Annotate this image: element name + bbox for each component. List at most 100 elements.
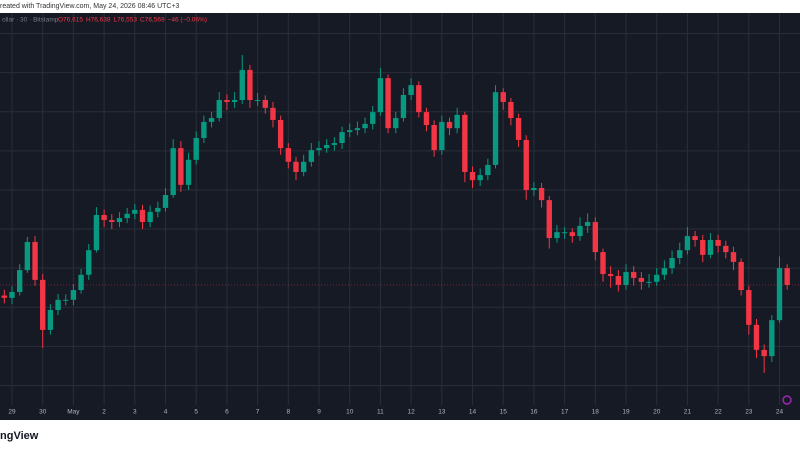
candle-body	[623, 272, 629, 285]
candle-body	[569, 232, 575, 237]
candle-body	[239, 69, 245, 101]
candle-body	[469, 171, 476, 181]
candle-body	[24, 241, 31, 271]
candle-body	[692, 236, 698, 240]
candle-body	[324, 144, 330, 149]
candle-body	[439, 121, 445, 151]
x-tick-label: 22	[714, 409, 722, 416]
candle-body	[761, 349, 767, 357]
x-tick-label: 24	[776, 409, 784, 416]
candle-body	[477, 175, 483, 181]
candle-body	[538, 187, 545, 201]
candle-body	[776, 268, 783, 321]
candle-body	[492, 92, 499, 165]
candle-body	[462, 114, 468, 172]
candle-body	[561, 232, 568, 234]
candle-body	[631, 272, 637, 278]
candle-body	[723, 245, 729, 253]
candle-body	[193, 137, 199, 160]
candle-body	[738, 261, 744, 291]
candle-body	[423, 112, 430, 126]
candle-body	[400, 94, 407, 119]
candle-body	[93, 214, 100, 251]
candle-body	[515, 118, 522, 140]
candle-body	[47, 309, 54, 330]
candle-body	[40, 279, 46, 330]
candle-body	[546, 200, 552, 239]
candle-body	[216, 100, 222, 119]
ohlc-value: C76,569	[140, 17, 165, 24]
x-tick-label: 9	[317, 409, 321, 416]
candle-body	[277, 119, 284, 149]
x-tick-label: 29	[8, 409, 16, 416]
candle-body	[247, 69, 253, 101]
ohlc-value: −46 (−0.06%)	[168, 17, 207, 24]
candle-body	[485, 164, 491, 176]
candle-body	[646, 281, 652, 283]
candle-body	[500, 92, 506, 102]
candle-body	[185, 159, 192, 185]
candle-body	[17, 270, 23, 293]
x-tick-label: 3	[133, 409, 137, 416]
candle-body	[86, 250, 92, 275]
candle-body	[55, 299, 61, 310]
x-tick-label: 5	[194, 409, 198, 416]
candle-body	[393, 118, 399, 129]
candle-body	[208, 118, 215, 122]
x-tick-label: 17	[561, 409, 569, 416]
candle-body	[231, 100, 238, 102]
candle-body	[615, 275, 622, 285]
candle-body	[354, 128, 361, 131]
ohlc-value: L76,553	[114, 17, 138, 24]
candle-body	[707, 239, 714, 255]
candle-body	[638, 277, 645, 282]
candle-body	[454, 114, 460, 129]
x-tick-label: 13	[438, 409, 446, 416]
candle-body	[592, 222, 598, 253]
grid	[0, 13, 800, 405]
x-tick-label: May	[67, 409, 80, 416]
candle-body	[254, 100, 261, 102]
candle-body	[677, 250, 683, 258]
candle-body	[446, 121, 453, 129]
plot-background	[0, 13, 800, 420]
x-tick-label: 7	[256, 409, 260, 416]
candle-body	[63, 299, 69, 301]
x-tick-label: 16	[530, 409, 538, 416]
candle-body	[170, 148, 176, 196]
candle-body	[746, 290, 752, 325]
candle-body	[753, 324, 760, 350]
candle-body	[109, 220, 115, 223]
x-tick-label: 14	[469, 409, 477, 416]
candle-body	[669, 257, 675, 269]
candle-body	[78, 274, 84, 291]
candle-body	[684, 236, 691, 251]
x-tick-label: 11	[377, 409, 384, 416]
candle-body	[316, 148, 322, 151]
candle-body	[9, 292, 15, 298]
x-tick-label: 4	[164, 409, 168, 416]
candle-body	[262, 100, 268, 108]
x-tick-label: 6	[225, 409, 229, 416]
candle-body	[408, 85, 414, 95]
x-tick-label: 20	[653, 409, 661, 416]
candle-body	[416, 85, 422, 113]
candle-body	[784, 268, 790, 285]
ohlc-value: H76,638	[86, 17, 111, 24]
candle-body	[584, 222, 591, 226]
footer-brand: ngView	[0, 430, 39, 442]
candle-body	[132, 209, 138, 214]
candle-body	[600, 252, 606, 275]
x-tick-label: 12	[407, 409, 415, 416]
candle-body	[139, 209, 146, 223]
x-tick-label: 19	[622, 409, 630, 416]
candle-body	[730, 252, 737, 262]
ohlc-legend: O76,615 H76,638 L76,553 C76,569 −46 (−0.06%)	[58, 17, 207, 24]
x-tick-label: 21	[684, 409, 692, 416]
candle-body	[700, 239, 706, 255]
candles	[0, 55, 800, 373]
candle-body	[577, 225, 583, 237]
x-tick-label: 30	[39, 409, 47, 416]
x-tick-label: 15	[500, 409, 508, 416]
